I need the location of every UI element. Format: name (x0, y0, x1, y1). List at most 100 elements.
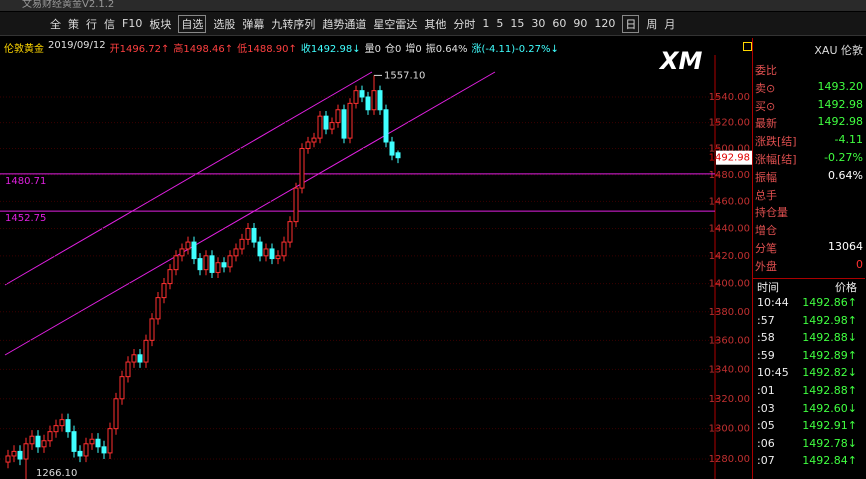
toolbar-button[interactable]: 行 (86, 17, 97, 31)
y-tick-label: 1440.00 (709, 223, 750, 234)
candle-body (29, 435, 35, 445)
candle-body (251, 227, 257, 243)
toolbar-button[interactable]: 九转序列 (271, 17, 316, 31)
toolbar-button[interactable]: 全 (50, 17, 61, 31)
trade-price: 1492.88↓ (802, 331, 857, 345)
candle-body (59, 419, 65, 427)
quote-value: 13064 (828, 240, 863, 253)
candle-body (83, 443, 89, 457)
quote-label: 买⊙ (755, 99, 776, 113)
trade-time: 10:44 (757, 296, 789, 309)
candle-body (209, 255, 215, 273)
quote-row: 持仓量 (755, 204, 863, 221)
candle-body (17, 450, 23, 460)
toolbar-button[interactable]: 趋势通道 (322, 17, 367, 31)
toolbar-button[interactable]: 5 (496, 17, 504, 30)
toolbar-button[interactable]: 日 (622, 14, 640, 33)
candle-body (293, 187, 299, 223)
quote-row: 振幅 0.64% (755, 169, 863, 186)
trade-price: 1492.91↑ (802, 419, 857, 433)
candle-body (5, 455, 11, 463)
quote-row: 委比 (755, 62, 863, 79)
toolbar-button[interactable]: 其他 (424, 17, 447, 31)
toolbar-button[interactable]: 信 (104, 17, 115, 31)
toolbar-button[interactable]: 1 (482, 17, 490, 30)
toolbar-button[interactable]: 90 (573, 17, 588, 30)
toolbar-button[interactable]: 周 (646, 17, 658, 31)
candle-body (185, 241, 191, 250)
trade-price: 1492.60↓ (802, 401, 857, 415)
info-item: 高1498.46↑ (173, 44, 234, 55)
candle-body (95, 438, 101, 448)
candle-body (203, 255, 209, 271)
toolbar-button[interactable]: 板块 (149, 17, 172, 31)
toolbar-button[interactable]: 15 (510, 17, 525, 30)
trade-time: 10:45 (757, 366, 789, 380)
candle-body (77, 450, 83, 457)
quote-label: 增仓 (755, 224, 777, 238)
toolbar-button[interactable]: 120 (594, 17, 616, 30)
candle-body (155, 297, 161, 320)
candle-body (305, 141, 311, 150)
toolbar-button[interactable]: 分时 (453, 17, 476, 31)
toolbar-button[interactable]: 弹幕 (242, 17, 265, 31)
toolbar-button[interactable]: 策 (68, 17, 79, 31)
trade-price: 1492.82↓ (802, 366, 857, 380)
candle-body (323, 115, 329, 130)
candle-body (257, 241, 263, 257)
trade-price: 1492.88↑ (802, 384, 857, 397)
toolbar-button[interactable]: 星空雷达 (373, 17, 418, 31)
candle-body (359, 90, 365, 98)
info-item: 伦敦黄金 (4, 44, 44, 55)
candle-body (65, 419, 71, 433)
toolbar-button[interactable]: F10 (122, 17, 143, 30)
info-line: 伦敦黄金 2019/09/12 开1496.72↑ 高1498.46↑ 低1488.90… (4, 40, 559, 55)
quote-label: 涨幅[结] (755, 153, 797, 166)
quote-row: 外盘 0 (755, 258, 863, 275)
quote-row: 分笔 13064 (755, 240, 863, 257)
channel-line (4, 71, 496, 356)
info-item: 涨(-4.11)-0.27%↓ (471, 44, 559, 55)
horizontal-line-label: 1480.71 (5, 176, 46, 187)
candle-body (131, 354, 137, 363)
quote-label: 持仓量 (755, 206, 788, 220)
column-header: 价格 (835, 281, 857, 294)
toolbar-button[interactable]: 30 (531, 17, 546, 30)
candle-body (395, 152, 401, 159)
candle-body (365, 96, 371, 111)
candle-body (269, 248, 275, 260)
quote-label: 最新 (755, 117, 777, 131)
toolbar-button[interactable]: 选股 (213, 17, 236, 31)
candle-body (167, 269, 173, 285)
candle-body (179, 248, 185, 257)
quote-label: 振幅 (755, 170, 777, 184)
quote-row: 涨幅[结] -0.27% (755, 151, 863, 168)
quote-row: 最新 1492.98 (755, 115, 863, 132)
trade-time: :03 (757, 401, 775, 415)
info-item: 收1492.98↓ (300, 44, 361, 55)
trade-price: 1492.78↓ (802, 436, 857, 450)
price-tag-label: 1492.98 (709, 153, 750, 164)
candle-body (341, 109, 347, 139)
trade-time: :01 (757, 384, 775, 397)
quote-label: 涨跌[结] (755, 135, 797, 149)
toolbar-button[interactable]: 自选 (178, 14, 207, 33)
quote-label: 卖⊙ (755, 81, 776, 95)
annotation: 1266.10 (36, 468, 77, 479)
column-header: 时间 (757, 281, 779, 294)
y-tick-label: 1300.00 (709, 424, 750, 435)
trade-time: :05 (757, 419, 775, 433)
y-tick-label: 1460.00 (709, 196, 750, 207)
toolbar-button[interactable]: 60 (552, 17, 567, 30)
info-item: 振0.64% (425, 44, 468, 55)
toolbar-button[interactable]: 月 (664, 17, 676, 31)
info-item: 量0 (364, 44, 381, 55)
trade-row: :59 1492.89↑ (753, 349, 865, 366)
candle-body (377, 90, 383, 111)
candle-body (125, 361, 131, 378)
toolbar: 全策行信 F10 板块 自选 选股 弹幕 九转序列 趋势通道 星空雷达 其他 分时 1 5 15 30 60 9… (0, 12, 866, 36)
candle-body (221, 262, 227, 268)
trade-row: :57 1492.98↑ (753, 314, 865, 331)
candle-body (311, 137, 317, 143)
candle-body (11, 450, 17, 457)
